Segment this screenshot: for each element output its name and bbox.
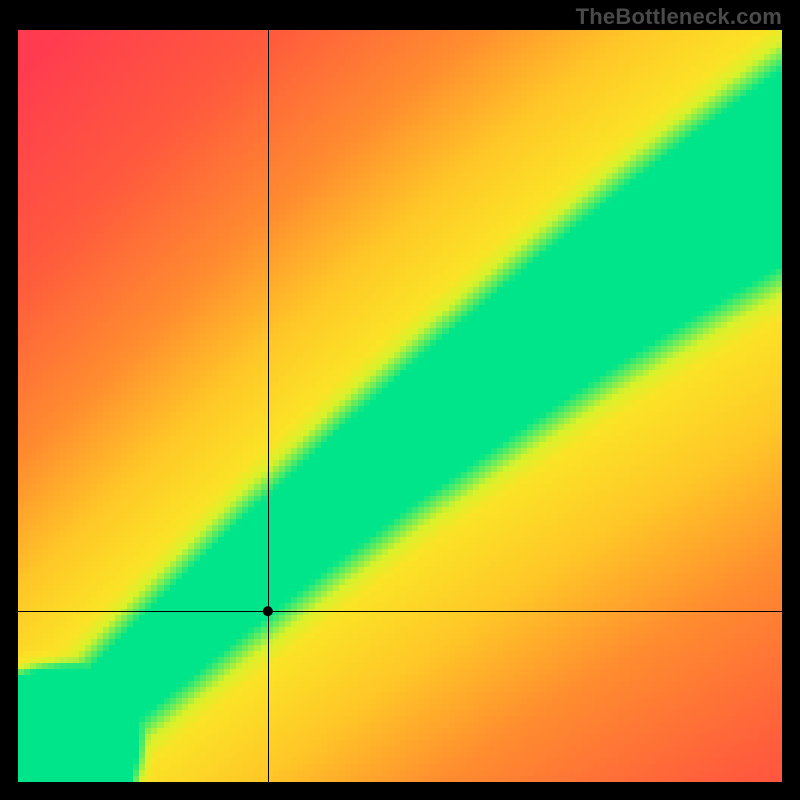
bottleneck-heatmap	[0, 0, 800, 800]
figure-container: TheBottleneck.com	[0, 0, 800, 800]
watermark-text: TheBottleneck.com	[576, 4, 782, 30]
